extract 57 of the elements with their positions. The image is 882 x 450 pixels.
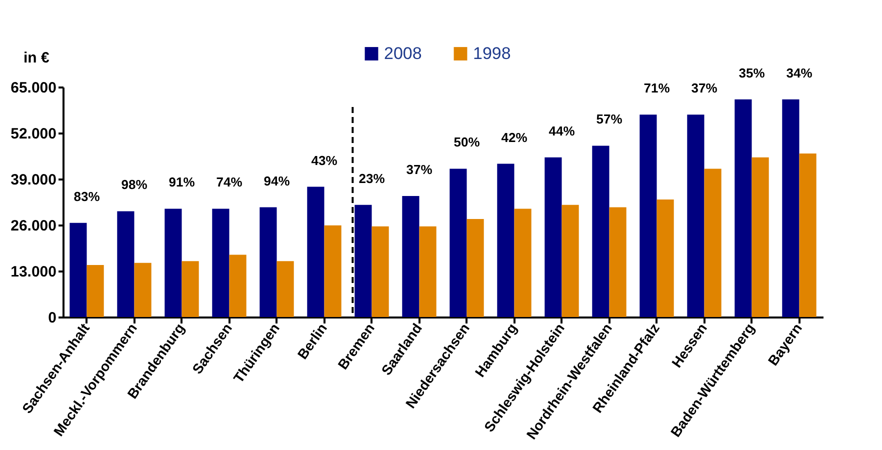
annotation: 35% xyxy=(738,65,766,80)
bar xyxy=(799,154,816,317)
bar xyxy=(734,99,752,317)
y-tick-label: 39.000 xyxy=(10,172,56,188)
annotation: 94% xyxy=(264,173,290,188)
legend-label: 1998 xyxy=(473,44,511,63)
bar xyxy=(592,146,610,317)
y-tick-label: 65.000 xyxy=(10,80,56,96)
annotation: 91% xyxy=(168,174,196,190)
annotation: 83% xyxy=(74,188,100,204)
y-axis-title: in € xyxy=(24,50,50,66)
bar xyxy=(450,168,467,317)
bar xyxy=(609,207,626,317)
annotation: 44% xyxy=(548,123,576,138)
bar xyxy=(704,168,722,317)
annotation: 42% xyxy=(501,130,528,145)
bar xyxy=(752,157,769,317)
bar xyxy=(782,99,800,317)
bar xyxy=(324,225,342,317)
bar xyxy=(354,204,372,317)
bar xyxy=(419,226,436,317)
bar xyxy=(164,208,182,317)
bar xyxy=(134,262,152,317)
annotation: 37% xyxy=(406,162,433,177)
bar xyxy=(372,226,389,317)
annotation: 23% xyxy=(358,170,386,186)
bar xyxy=(656,200,674,317)
bar xyxy=(562,204,579,317)
bar xyxy=(117,211,134,317)
bar xyxy=(466,218,484,317)
annotation: 34% xyxy=(786,65,813,80)
bar xyxy=(514,208,532,317)
bar xyxy=(260,207,277,317)
y-tick-label: 0 xyxy=(48,310,56,326)
annotation: 98% xyxy=(121,177,148,192)
bar xyxy=(687,114,704,317)
bar xyxy=(212,208,230,317)
bar xyxy=(86,264,104,317)
annotation: 50% xyxy=(454,134,480,150)
bar xyxy=(497,164,514,317)
annotation: 37% xyxy=(691,80,718,96)
y-tick-label: 26.000 xyxy=(10,218,56,234)
bar xyxy=(307,186,324,317)
y-tick-label: 52.000 xyxy=(10,126,56,142)
bar xyxy=(544,157,562,317)
annotation: 43% xyxy=(311,152,338,168)
annotation: 74% xyxy=(216,174,243,190)
bar xyxy=(70,222,87,317)
bar xyxy=(640,114,657,317)
annotation: 71% xyxy=(644,80,670,96)
annotation: 57% xyxy=(596,112,623,127)
bar xyxy=(402,196,420,317)
bar xyxy=(276,261,294,317)
legend-label: 2008 xyxy=(384,44,422,63)
bar xyxy=(182,261,199,317)
bar xyxy=(229,254,246,317)
y-tick-label: 13.000 xyxy=(10,264,56,280)
